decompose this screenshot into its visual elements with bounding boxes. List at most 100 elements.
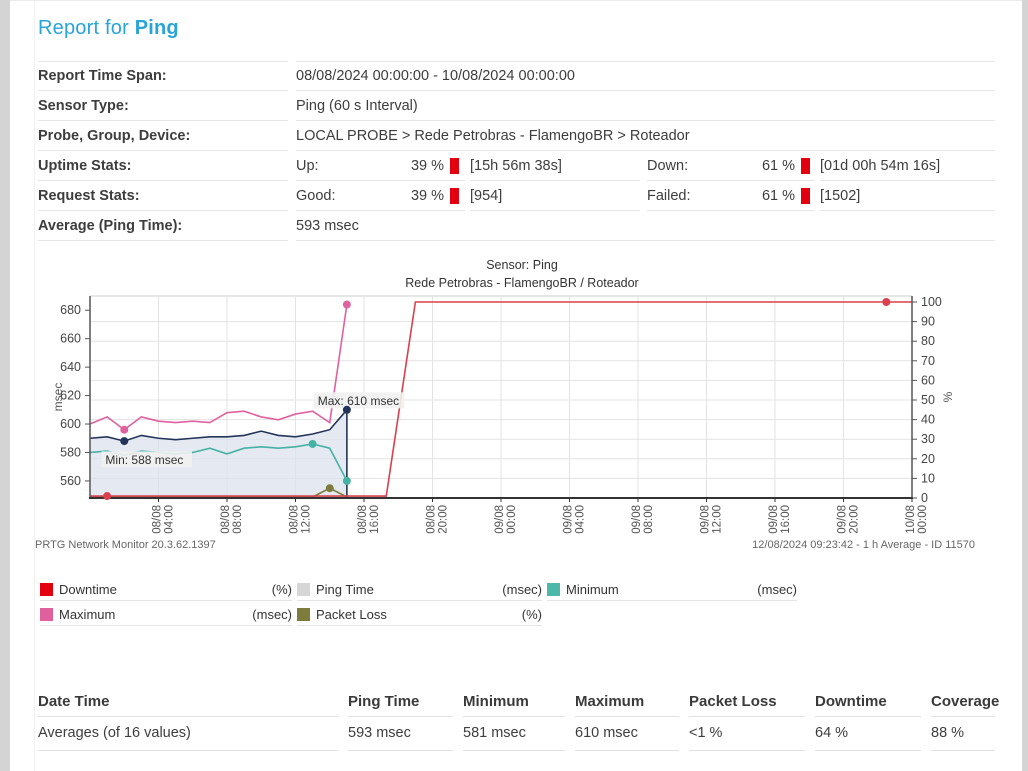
svg-text:Sensor: Ping: Sensor: Ping bbox=[486, 258, 558, 272]
svg-text:08/0808:00: 08/0808:00 bbox=[220, 505, 244, 534]
col-header-coverage: Coverage bbox=[931, 689, 999, 717]
red-bar-icon bbox=[801, 187, 810, 204]
cell-packet-loss: <1 % bbox=[689, 717, 805, 751]
legend-item-ping-time: Ping Time (msec) bbox=[297, 581, 542, 601]
svg-text:580: 580 bbox=[60, 445, 81, 459]
stat-detail: [01d 00h 54m 16s] bbox=[820, 151, 995, 181]
averages-table-header: Date Time Ping Time Minimum Maximum Pack… bbox=[38, 689, 999, 717]
red-bar-icon bbox=[801, 157, 810, 174]
info-row-sensor-type: Sensor Type: Ping (60 s Interval) bbox=[38, 91, 995, 121]
svg-text:600: 600 bbox=[60, 417, 81, 431]
ping-graph: Sensor: Ping Rede Petrobras - FlamengoBR … bbox=[51, 258, 955, 534]
request-failed-segment: Failed: 61 % bbox=[647, 181, 815, 211]
request-good-segment: Good: 39 % bbox=[296, 181, 465, 211]
svg-text:09/0808:00: 09/0808:00 bbox=[631, 505, 655, 534]
cell-downtime: 64 % bbox=[815, 717, 921, 751]
title-prefix: Report for bbox=[38, 17, 135, 39]
stat-detail: [954] bbox=[470, 181, 640, 211]
cell-minimum: 581 msec bbox=[463, 717, 565, 751]
svg-text:0: 0 bbox=[921, 491, 928, 505]
col-header-packet-loss: Packet Loss bbox=[689, 689, 805, 717]
page-title: Report for Ping bbox=[38, 17, 179, 40]
left-margin-line bbox=[34, 1, 35, 771]
svg-text:50: 50 bbox=[921, 393, 935, 407]
chart-legend: Downtime (%) Ping Time (msec) Minimum (m… bbox=[40, 581, 797, 626]
averages-table: Date Time Ping Time Minimum Maximum Pack… bbox=[38, 689, 999, 751]
legend-item-maximum: Maximum (msec) bbox=[40, 606, 292, 626]
svg-text:90: 90 bbox=[921, 315, 935, 329]
stat-key: Good: bbox=[296, 187, 336, 204]
red-bar-icon bbox=[450, 157, 459, 174]
legend-swatch-maximum bbox=[40, 608, 53, 621]
report-page: Report for Ping Report Time Span: 08/08/… bbox=[10, 0, 1022, 771]
legend-unit: (msec) bbox=[757, 582, 797, 597]
col-header-ping-time: Ping Time bbox=[348, 689, 453, 717]
col-header-downtime: Downtime bbox=[815, 689, 921, 717]
stat-percent: 39 % bbox=[410, 187, 444, 204]
legend-item-downtime: Downtime (%) bbox=[40, 581, 292, 601]
svg-text:660: 660 bbox=[60, 332, 81, 346]
info-row-average: Average (Ping Time): 593 msec bbox=[38, 211, 995, 241]
averages-table-row: Averages (of 16 values) 593 msec 581 mse… bbox=[38, 717, 995, 751]
legend-label: Minimum bbox=[566, 582, 619, 597]
stat-label: Request Stats: bbox=[38, 181, 288, 211]
prtg-version-text: PRTG Network Monitor 20.3.62.1397 bbox=[35, 539, 216, 551]
stat-row-uptime: Uptime Stats: Up: 39 % [15h 56m 38s] Dow… bbox=[38, 151, 995, 181]
info-value: Ping (60 s Interval) bbox=[296, 91, 995, 121]
stat-percent: 61 % bbox=[761, 187, 795, 204]
info-value: LOCAL PROBE > Rede Petrobras - FlamengoB… bbox=[296, 121, 995, 151]
info-value: 593 msec bbox=[296, 211, 995, 241]
svg-text:08/0804:00: 08/0804:00 bbox=[152, 505, 176, 534]
svg-text:09/0800:00: 09/0800:00 bbox=[494, 505, 518, 534]
svg-text:80: 80 bbox=[921, 334, 935, 348]
legend-item-minimum: Minimum (msec) bbox=[547, 581, 797, 601]
legend-unit: (msec) bbox=[502, 582, 542, 597]
svg-text:10: 10 bbox=[921, 471, 935, 485]
stat-row-request: Request Stats: Good: 39 % [954] Failed: … bbox=[38, 181, 995, 211]
svg-text:09/0820:00: 09/0820:00 bbox=[837, 505, 861, 534]
legend-swatch-packet-loss bbox=[297, 608, 310, 621]
stat-key: Down: bbox=[647, 157, 689, 174]
chart-section: Sensor: Ping Rede Petrobras - FlamengoBR … bbox=[10, 249, 1022, 549]
legend-unit: (%) bbox=[521, 607, 542, 622]
svg-text:560: 560 bbox=[60, 474, 81, 488]
info-label: Average (Ping Time): bbox=[38, 211, 288, 241]
stat-detail: [15h 56m 38s] bbox=[470, 151, 640, 181]
legend-unit: (%) bbox=[271, 582, 292, 597]
stat-key: Failed: bbox=[647, 187, 691, 204]
info-value: 08/08/2024 00:00:00 - 10/08/2024 00:00:0… bbox=[296, 61, 995, 91]
stat-detail: [1502] bbox=[820, 181, 995, 211]
legend-item-packet-loss: Packet Loss (%) bbox=[297, 606, 542, 626]
svg-text:100: 100 bbox=[921, 295, 942, 309]
svg-text:%: % bbox=[941, 391, 955, 402]
svg-text:08/0812:00: 08/0812:00 bbox=[289, 505, 313, 534]
svg-text:09/0816:00: 09/0816:00 bbox=[768, 505, 792, 534]
legend-label: Maximum bbox=[59, 607, 116, 622]
info-row-timespan: Report Time Span: 08/08/2024 00:00:00 - … bbox=[38, 61, 995, 91]
cell-ping-time: 593 msec bbox=[348, 717, 453, 751]
svg-text:70: 70 bbox=[921, 354, 935, 368]
stat-percent: 61 % bbox=[761, 157, 795, 174]
cell-maximum: 610 msec bbox=[575, 717, 679, 751]
info-label: Report Time Span: bbox=[38, 61, 288, 91]
stat-key: Up: bbox=[296, 157, 319, 174]
legend-swatch-downtime bbox=[40, 583, 53, 596]
title-sensor-name: Ping bbox=[134, 17, 179, 39]
svg-text:20: 20 bbox=[921, 452, 935, 466]
svg-text:08/0816:00: 08/0816:00 bbox=[357, 505, 381, 534]
col-header-minimum: Minimum bbox=[463, 689, 565, 717]
info-label: Sensor Type: bbox=[38, 91, 288, 121]
svg-text:Max: 610 msec: Max: 610 msec bbox=[318, 394, 399, 408]
legend-unit: (msec) bbox=[252, 607, 292, 622]
info-row-probe-group-device: Probe, Group, Device: LOCAL PROBE > Rede… bbox=[38, 121, 995, 151]
cell-coverage: 88 % bbox=[931, 717, 995, 751]
report-generated-text: 12/08/2024 09:23:42 - 1 h Average - ID 1… bbox=[752, 539, 975, 551]
svg-text:09/0804:00: 09/0804:00 bbox=[563, 505, 587, 534]
svg-text:10/0800:00: 10/0800:00 bbox=[905, 505, 929, 534]
red-bar-icon bbox=[450, 187, 459, 204]
info-label: Probe, Group, Device: bbox=[38, 121, 288, 151]
stat-percent: 39 % bbox=[410, 157, 444, 174]
legend-swatch-ping-time bbox=[297, 583, 310, 596]
legend-label: Packet Loss bbox=[316, 607, 387, 622]
svg-text:40: 40 bbox=[921, 413, 935, 427]
